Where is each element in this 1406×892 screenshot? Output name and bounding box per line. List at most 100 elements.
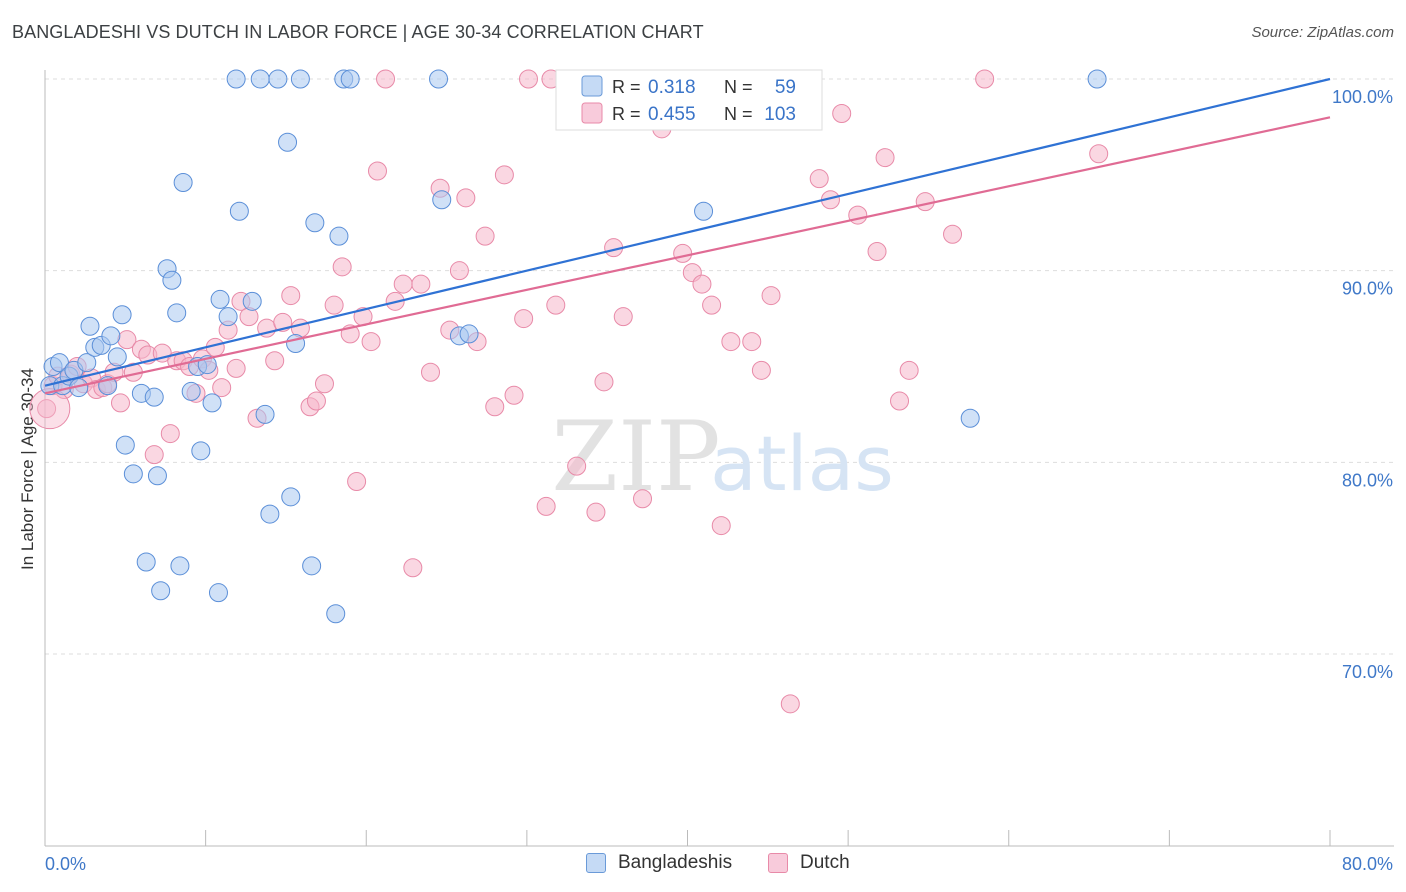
bangladeshi-point bbox=[329, 226, 349, 246]
dutch-point bbox=[586, 502, 606, 522]
gridlines bbox=[45, 78, 1394, 655]
dutch-point bbox=[761, 286, 781, 306]
dutch-point bbox=[613, 307, 633, 327]
x-tick-label-min: 0.0% bbox=[45, 854, 86, 874]
bangladeshi-point bbox=[107, 347, 127, 367]
dutch-point bbox=[711, 516, 731, 536]
bangladeshi-point bbox=[281, 487, 301, 507]
legend-n-value-blue: 59 bbox=[775, 77, 796, 98]
bangladeshi-point bbox=[147, 466, 167, 486]
bangladeshi-point bbox=[144, 387, 164, 407]
y-tick-label: 80.0% bbox=[1342, 470, 1393, 490]
dutch-point bbox=[110, 393, 130, 413]
bangladeshi-point bbox=[80, 316, 100, 336]
bangladeshi-point bbox=[162, 270, 182, 290]
bangladeshi-point bbox=[250, 69, 270, 89]
dutch-point bbox=[347, 472, 367, 491]
dutch-point bbox=[306, 391, 326, 411]
dutch-point bbox=[702, 295, 722, 315]
dutch-point bbox=[403, 558, 423, 578]
dutch-point bbox=[239, 307, 259, 327]
bangladeshi-point bbox=[1087, 69, 1107, 89]
bangladeshi-point bbox=[255, 404, 275, 424]
dutch-point bbox=[324, 295, 344, 315]
bangladeshi-point bbox=[210, 289, 230, 309]
dutch-point bbox=[943, 224, 963, 244]
legend-n-label-pink: N = bbox=[724, 104, 753, 124]
dutch-point bbox=[449, 261, 469, 281]
dutch-point bbox=[518, 69, 538, 89]
x-tick-labels: 0.0% 80.0% bbox=[45, 854, 1393, 874]
dutch-point bbox=[832, 104, 852, 123]
dutch-point bbox=[742, 332, 762, 352]
bottom-legend-swatch-pink bbox=[768, 853, 788, 873]
dutch-point bbox=[212, 378, 232, 398]
dutch-point bbox=[226, 358, 246, 378]
bangladeshi-point bbox=[242, 291, 262, 311]
bangladeshi-point bbox=[305, 213, 325, 233]
dutch-point bbox=[780, 694, 800, 714]
dutch-point bbox=[37, 399, 57, 419]
dutch-point bbox=[673, 243, 693, 263]
dutch-point bbox=[456, 188, 476, 208]
dutch-point bbox=[890, 391, 910, 411]
bangladeshi-points bbox=[40, 69, 1107, 624]
legend-r-value-blue: 0.318 bbox=[648, 77, 696, 98]
dutch-point bbox=[393, 274, 413, 294]
y-tick-labels: 70.0% 80.0% 90.0% 100.0% bbox=[1332, 87, 1393, 682]
dutch-point bbox=[314, 374, 334, 394]
dutch-point bbox=[475, 226, 495, 246]
dutch-point bbox=[265, 351, 285, 371]
bangladeshi-point bbox=[77, 353, 97, 373]
dutch-point bbox=[975, 69, 995, 89]
dutch-point bbox=[332, 257, 352, 277]
bangladeshi-point bbox=[278, 132, 298, 152]
dutch-point bbox=[594, 372, 614, 392]
dutch-point bbox=[361, 332, 381, 352]
dutch-point bbox=[144, 445, 164, 465]
bangladeshi-point bbox=[340, 69, 360, 89]
legend-r-label-pink: R = bbox=[612, 104, 641, 124]
dutch-point bbox=[692, 274, 712, 294]
y-tick-label: 100.0% bbox=[1332, 87, 1393, 107]
legend-r-value-pink: 0.455 bbox=[648, 104, 696, 125]
bangladeshi-point bbox=[218, 307, 238, 327]
dutch-point bbox=[376, 69, 396, 89]
bangladeshi-point bbox=[136, 552, 156, 572]
bangladeshi-trendline bbox=[44, 77, 1331, 387]
bangladeshi-point bbox=[694, 201, 714, 221]
dutch-point bbox=[411, 274, 431, 294]
dutch-point bbox=[848, 205, 868, 225]
bottom-legend-label-dutch: Dutch bbox=[800, 852, 850, 873]
legend-swatch-pink bbox=[581, 102, 603, 124]
watermark-atlas: atlas bbox=[710, 419, 894, 508]
bangladeshi-point bbox=[112, 305, 132, 325]
dutch-point bbox=[867, 242, 887, 261]
y-tick-label: 70.0% bbox=[1342, 662, 1393, 682]
bangladeshi-point bbox=[208, 583, 228, 603]
dutch-point bbox=[1089, 144, 1109, 164]
bangladeshi-point bbox=[268, 69, 288, 89]
bangladeshi-point bbox=[167, 303, 187, 323]
watermark: ZIP atlas bbox=[551, 401, 893, 513]
dutch-point bbox=[421, 362, 440, 382]
axes bbox=[44, 70, 1394, 847]
dutch-point bbox=[567, 456, 587, 476]
bangladeshi-point bbox=[459, 324, 479, 344]
legend-swatch-blue bbox=[581, 75, 603, 97]
bangladeshi-point bbox=[191, 441, 211, 461]
bangladeshi-point bbox=[123, 464, 143, 484]
legend-r-label-blue: R = bbox=[612, 77, 641, 97]
dutch-point bbox=[485, 397, 505, 417]
dutch-point bbox=[504, 385, 524, 405]
bangladeshi-point bbox=[326, 604, 346, 624]
legend-n-label-blue: N = bbox=[724, 77, 753, 97]
dutch-point bbox=[809, 169, 829, 189]
bottom-legend: Bangladeshis Dutch bbox=[0, 852, 1406, 880]
bangladeshi-point bbox=[170, 556, 190, 576]
dutch-point bbox=[367, 161, 387, 181]
bangladeshi-point bbox=[432, 190, 452, 210]
dutch-point bbox=[915, 192, 935, 212]
bangladeshi-point bbox=[429, 69, 449, 89]
